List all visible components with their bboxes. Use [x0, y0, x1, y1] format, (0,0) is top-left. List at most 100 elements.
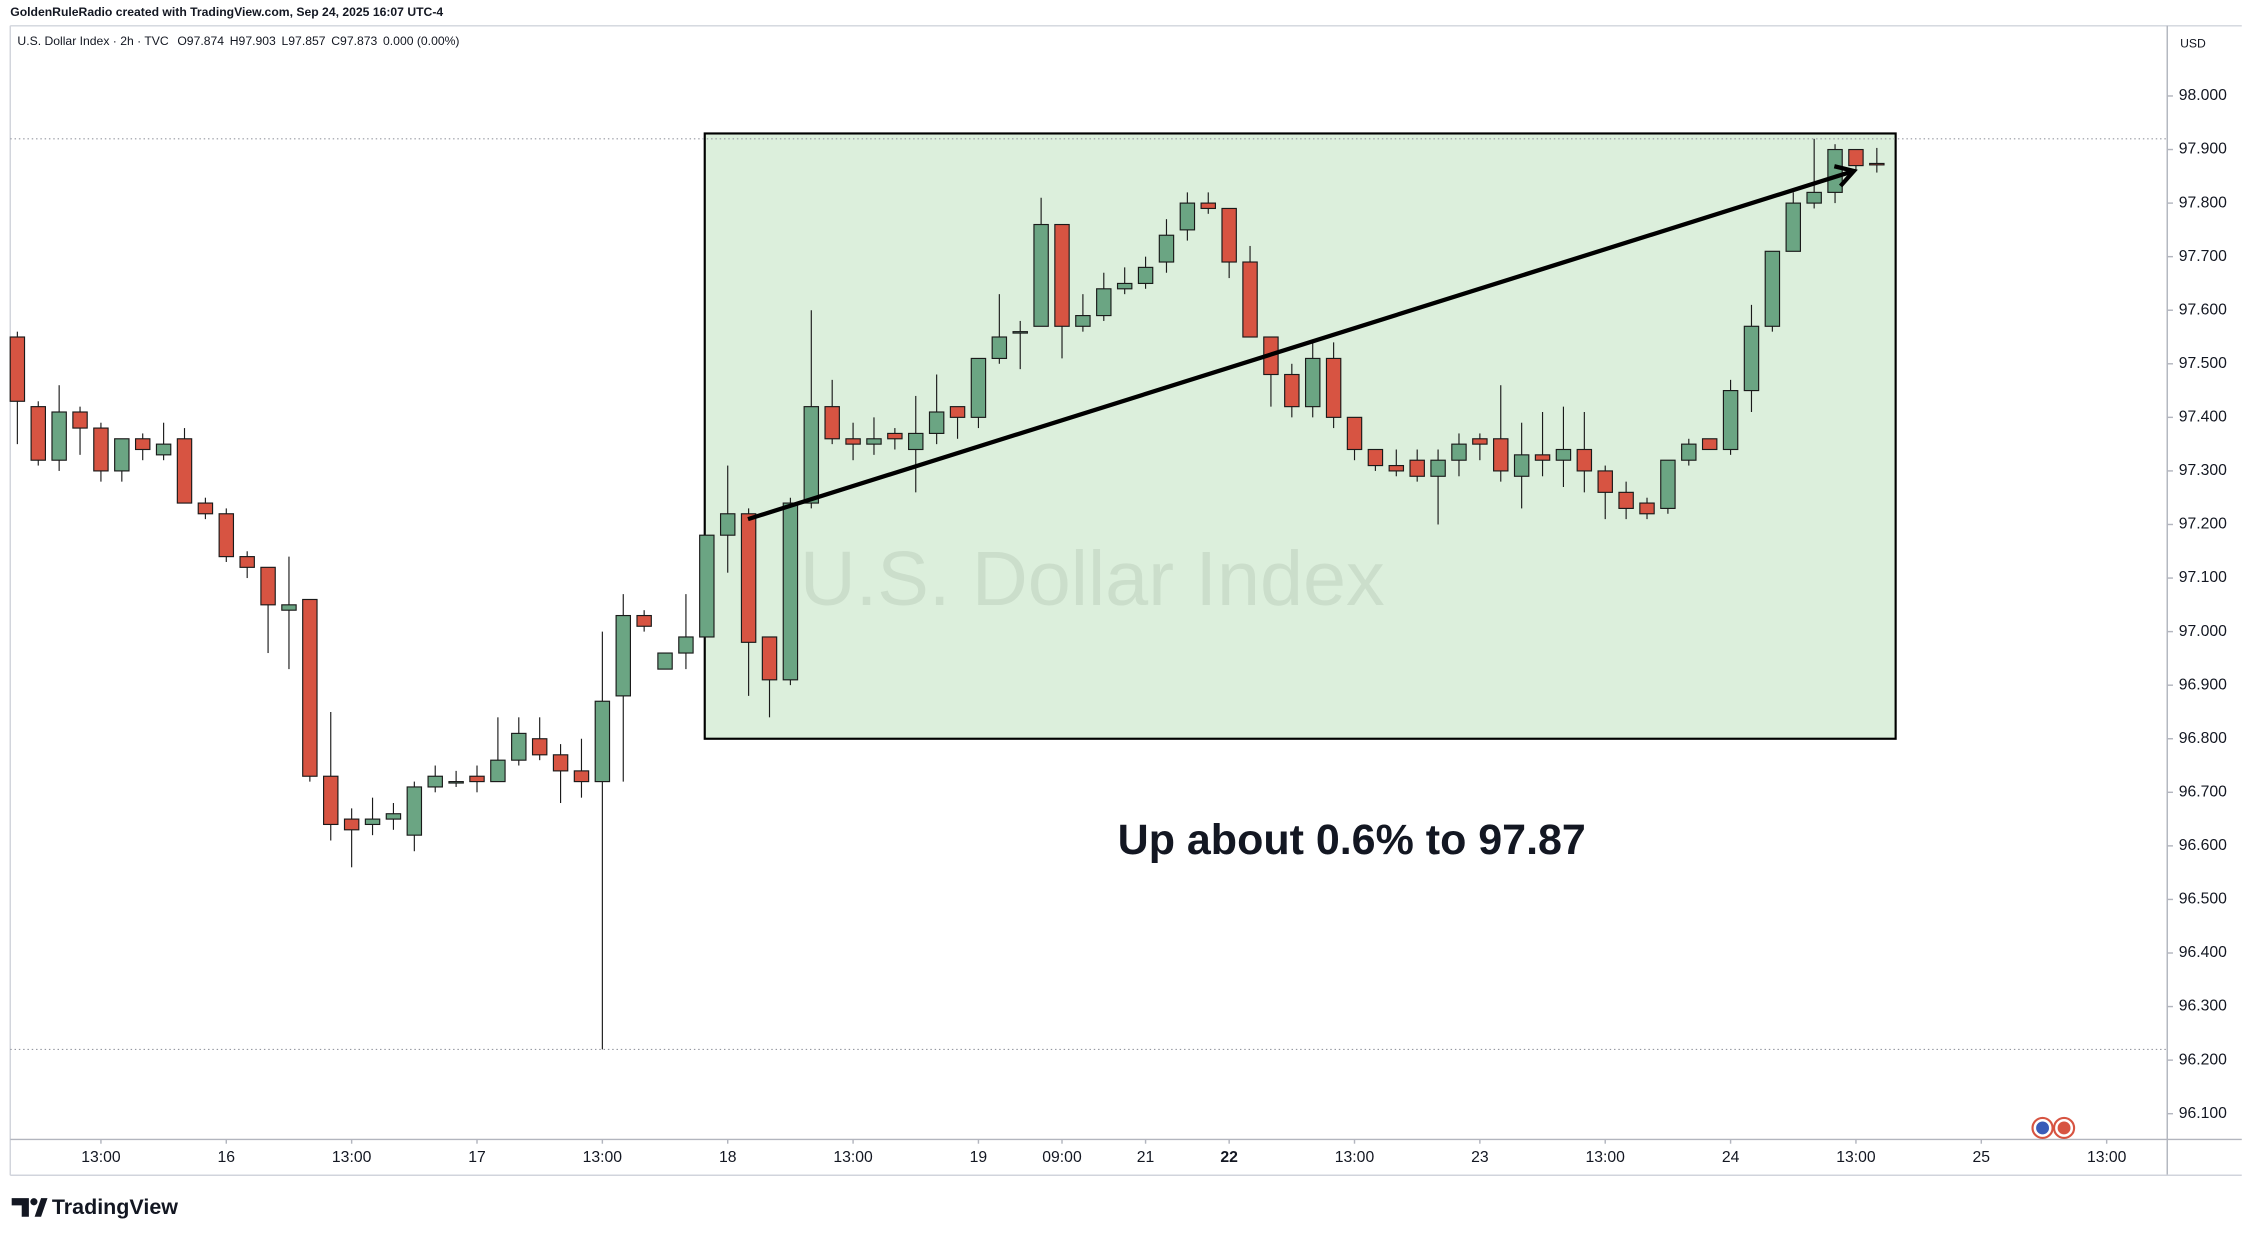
candle-body: [1701, 438, 1718, 451]
candle-body: [552, 754, 569, 772]
candle-body: [1116, 282, 1133, 290]
candle-body: [323, 775, 339, 826]
legend: U.S. Dollar Index · 2h · TVC O97.874 H97.…: [17, 34, 459, 48]
currency: USD: [2180, 37, 2206, 51]
x-tick-label: 23: [1471, 1149, 1489, 1166]
candle-body: [239, 556, 255, 568]
candle-body: [1346, 416, 1363, 451]
arrow-head: [1833, 164, 1858, 188]
x-tick-label: 18: [719, 1149, 737, 1166]
candle-body: [1242, 261, 1258, 338]
y-tick-label: 97.600: [2179, 301, 2227, 318]
y-tick-label: 96.100: [2179, 1105, 2227, 1122]
y-tick-label: 96.800: [2179, 730, 2227, 747]
candle-body: [1033, 223, 1049, 327]
candle-body: [1660, 459, 1676, 509]
candle-body: [1012, 331, 1028, 334]
candle-body: [490, 759, 506, 783]
candle-body: [1597, 470, 1613, 493]
candle-body: [1848, 148, 1864, 167]
candle-body: [991, 336, 1008, 360]
candle-body: [1681, 443, 1697, 461]
legend-value: H97.903: [230, 34, 276, 48]
candle-body: [1284, 373, 1300, 408]
candle-body: [1179, 202, 1196, 231]
candle-body: [1409, 459, 1425, 477]
y-tick-label: 97.800: [2179, 194, 2227, 211]
candle-body: [1054, 223, 1070, 327]
y-tick-label: 96.200: [2179, 1051, 2227, 1068]
candle-body: [1827, 148, 1843, 193]
candle-body: [93, 427, 109, 472]
y-tick-label: 97.500: [2179, 355, 2227, 372]
candle-body: [406, 786, 423, 836]
candle-body: [281, 604, 297, 611]
legend-value: C97.873: [331, 34, 377, 48]
candle-body: [72, 411, 88, 429]
y-tick-label: 97.200: [2179, 516, 2227, 533]
candle-body: [1785, 202, 1802, 252]
y-tick-label: 96.900: [2179, 676, 2227, 693]
candle-body: [197, 502, 214, 515]
arrow-line: [747, 168, 1855, 522]
candle-body: [1367, 448, 1384, 467]
candle-body: [803, 406, 820, 504]
candle-body: [1493, 438, 1509, 472]
candle-body: [1743, 325, 1760, 392]
candle-body: [427, 775, 443, 788]
candle-body: [30, 406, 46, 461]
legend-value: 0.000 (0.00%): [383, 34, 459, 48]
x-tick-label: 22: [1220, 1149, 1238, 1166]
candle-body: [615, 614, 631, 697]
candle-body: [1451, 443, 1467, 461]
x-tick-label: 13:00: [583, 1149, 623, 1166]
y-tick-label: 97.700: [2179, 248, 2227, 265]
candle-body: [469, 775, 485, 783]
candle-body: [1158, 234, 1175, 263]
candle-body: [1388, 464, 1405, 472]
candle-body: [343, 818, 360, 831]
candle-body: [1472, 438, 1488, 445]
candle-body: [908, 432, 924, 451]
y-tick-label: 96.400: [2179, 944, 2227, 961]
candle-body: [1639, 502, 1655, 515]
candle-body: [1869, 162, 1885, 166]
candle-body: [866, 438, 882, 445]
x-tick-label: 25: [1973, 1149, 1991, 1166]
highlight-box: [703, 132, 1897, 740]
plot-area: U.S. Dollar Index: [9, 132, 2168, 1050]
x-tick-label: 13:00: [1335, 1149, 1375, 1166]
x-tick-label: 13:00: [1586, 1149, 1626, 1166]
candle-body: [114, 438, 130, 472]
x-tick-label: 13:00: [332, 1149, 372, 1166]
y-tick-label: 96.700: [2179, 783, 2227, 800]
candle-body: [594, 700, 611, 783]
logo-mark: [34, 1198, 48, 1217]
candle-body: [448, 781, 464, 784]
candle-body: [740, 513, 757, 643]
x-tick-label: 24: [1722, 1149, 1740, 1166]
candle-body: [1304, 357, 1321, 408]
y-tick-label: 96.300: [2179, 998, 2227, 1015]
credit: GoldenRuleRadio created with TradingView…: [10, 5, 443, 19]
x-tick-label: 13:00: [1836, 1149, 1876, 1166]
candle-body: [719, 513, 736, 536]
candle-body: [218, 513, 235, 558]
y-tick-label: 97.300: [2179, 462, 2227, 479]
candle-body: [1513, 454, 1530, 477]
logo-mark: [11, 1198, 29, 1217]
y-tick-label: 97.400: [2179, 409, 2227, 426]
y-tick-label: 96.600: [2179, 837, 2227, 854]
legend-value: O97.874: [177, 34, 224, 48]
candle-body: [887, 432, 903, 440]
candle-body: [1137, 266, 1154, 285]
candle-body: [1806, 191, 1822, 204]
candle-body: [657, 652, 673, 670]
candle-body: [699, 534, 715, 638]
candle-body: [51, 411, 67, 461]
candle-body: [134, 438, 151, 451]
y-tick-label: 97.900: [2179, 141, 2227, 158]
annotation: Up about 0.6% to 97.87: [1118, 816, 1586, 864]
brand-logo: [11, 1198, 48, 1217]
